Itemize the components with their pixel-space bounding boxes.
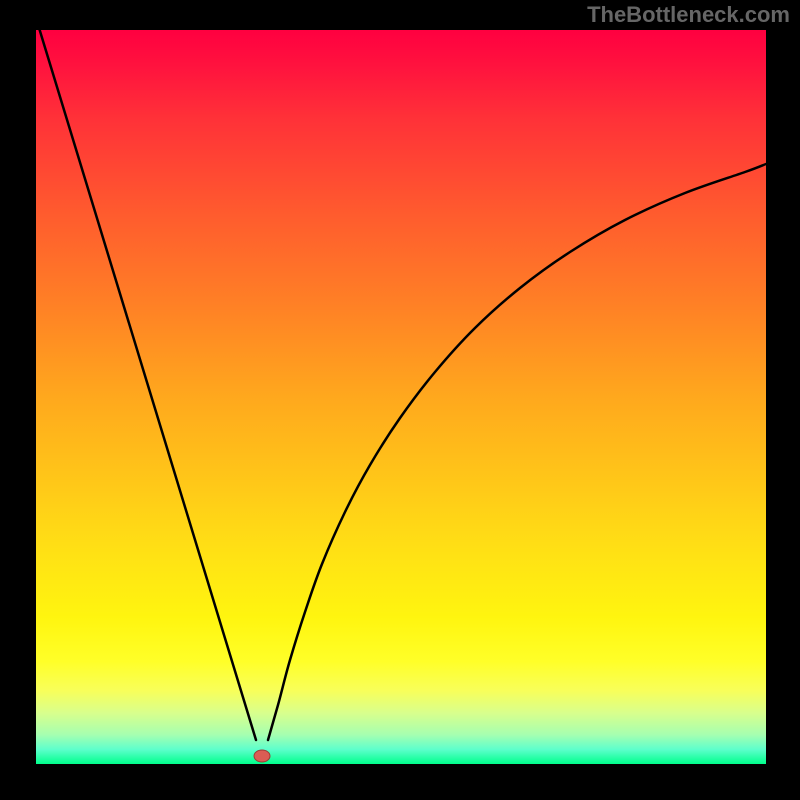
- chart-container: TheBottleneck.com: [0, 0, 800, 800]
- minimum-marker: [254, 750, 270, 762]
- curve-left-branch: [36, 18, 256, 740]
- curve-right-branch: [268, 164, 766, 740]
- curve-layer: [0, 0, 800, 800]
